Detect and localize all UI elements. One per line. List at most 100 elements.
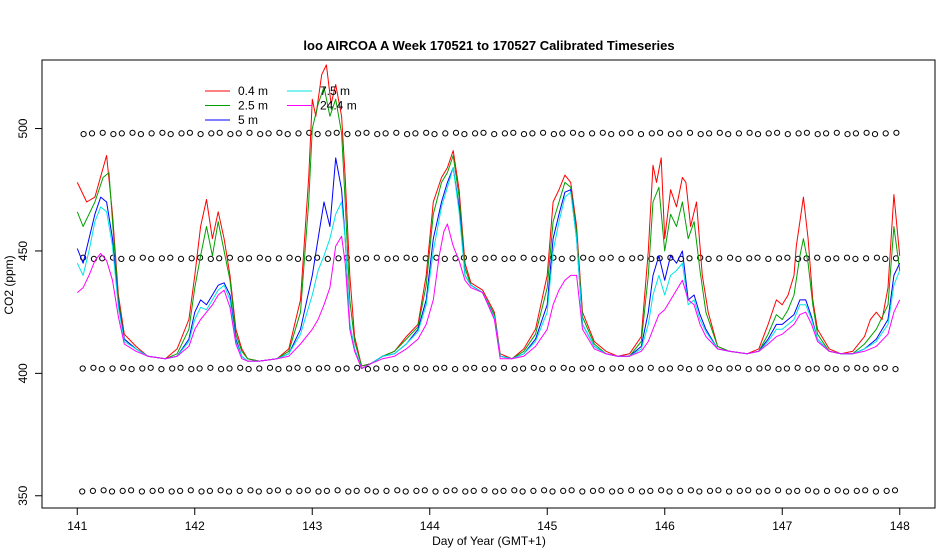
- reference-point: [677, 364, 684, 371]
- reference-point: [814, 254, 821, 261]
- reference-point: [255, 488, 262, 495]
- reference-point: [149, 487, 156, 494]
- reference-point: [196, 365, 203, 372]
- reference-point: [403, 254, 410, 261]
- reference-point: [823, 130, 830, 137]
- reference-point: [765, 255, 772, 262]
- reference-point: [746, 129, 753, 136]
- reference-point: [803, 129, 811, 136]
- reference-point: [314, 131, 321, 138]
- reference-point: [764, 364, 771, 371]
- reference-point: [637, 254, 644, 261]
- reference-point: [226, 365, 233, 372]
- reference-point: [716, 129, 723, 136]
- reference-point: [286, 365, 293, 372]
- reference-point: [863, 255, 870, 262]
- reference-point: [362, 255, 370, 262]
- reference-point: [638, 488, 646, 495]
- reference-point: [296, 487, 303, 494]
- reference-point: [589, 487, 597, 494]
- reference-point: [852, 255, 859, 262]
- reference-point: [404, 131, 411, 138]
- reference-point: [569, 129, 577, 136]
- reference-point: [216, 129, 223, 136]
- reference-point: [412, 130, 419, 137]
- reference-point: [716, 255, 723, 262]
- reference-point: [314, 254, 321, 261]
- reference-point: [629, 255, 636, 262]
- reference-point: [471, 255, 478, 262]
- x-tick-label: 148: [890, 519, 910, 533]
- reference-point: [392, 255, 399, 262]
- reference-point: [353, 487, 360, 494]
- reference-point: [90, 364, 97, 371]
- reference-point: [392, 366, 399, 373]
- x-axis-label: Day of Year (GMT+1): [432, 534, 546, 548]
- reference-point: [294, 255, 302, 262]
- reference-point: [873, 254, 881, 261]
- reference-point: [492, 488, 499, 495]
- reference-point: [274, 487, 281, 494]
- reference-point: [726, 488, 733, 495]
- reference-point: [157, 487, 165, 494]
- reference-point: [354, 255, 361, 262]
- reference-point: [372, 488, 379, 495]
- reference-point: [177, 255, 185, 262]
- reference-point: [462, 488, 469, 495]
- legend-label: 2.5 m: [238, 99, 268, 113]
- reference-point: [715, 487, 722, 494]
- reference-point: [871, 131, 879, 138]
- reference-point: [843, 488, 850, 495]
- y-tick-label: 450: [16, 241, 30, 261]
- reference-point: [461, 131, 468, 138]
- reference-point: [441, 364, 448, 371]
- reference-point: [245, 366, 252, 373]
- reference-point: [295, 130, 302, 137]
- reference-point: [598, 487, 605, 494]
- reference-point: [509, 255, 516, 262]
- reference-point: [167, 131, 174, 138]
- plot-frame: [41, 59, 936, 509]
- reference-point: [364, 366, 371, 373]
- reference-point: [109, 365, 116, 372]
- reference-point: [187, 487, 194, 494]
- reference-point: [482, 255, 489, 262]
- reference-point: [207, 364, 214, 371]
- legend-label: 7.5 m: [320, 84, 350, 98]
- reference-point: [343, 365, 350, 372]
- reference-point: [883, 487, 890, 494]
- reference-point: [873, 365, 880, 372]
- reference-point: [139, 365, 146, 372]
- reference-point: [560, 487, 567, 494]
- y-tick-label: 400: [16, 363, 30, 383]
- reference-point: [549, 488, 556, 495]
- reference-point: [198, 488, 205, 495]
- reference-point: [824, 364, 831, 371]
- reference-point: [100, 487, 107, 494]
- reference-point: [588, 255, 595, 262]
- reference-point: [324, 364, 331, 371]
- reference-point: [775, 487, 782, 494]
- reference-point: [265, 130, 272, 137]
- reference-point: [441, 255, 448, 262]
- reference-point: [813, 488, 820, 495]
- reference-point: [814, 131, 821, 138]
- reference-point: [687, 487, 695, 494]
- reference-point: [462, 365, 469, 372]
- series-line-7-5-m: [76, 167, 901, 369]
- reference-point: [411, 255, 419, 262]
- reference-point: [832, 366, 839, 373]
- reference-point: [335, 255, 342, 262]
- reference-point: [735, 255, 742, 262]
- reference-point: [139, 254, 146, 261]
- reference-point: [481, 487, 488, 494]
- reference-point: [128, 487, 135, 494]
- reference-point: [431, 131, 438, 138]
- reference-point: [323, 487, 330, 494]
- reference-point: [118, 130, 125, 137]
- reference-point: [137, 131, 144, 138]
- reference-point: [863, 129, 870, 136]
- reference-point: [754, 254, 761, 261]
- reference-point: [276, 129, 283, 136]
- reference-point: [775, 366, 782, 373]
